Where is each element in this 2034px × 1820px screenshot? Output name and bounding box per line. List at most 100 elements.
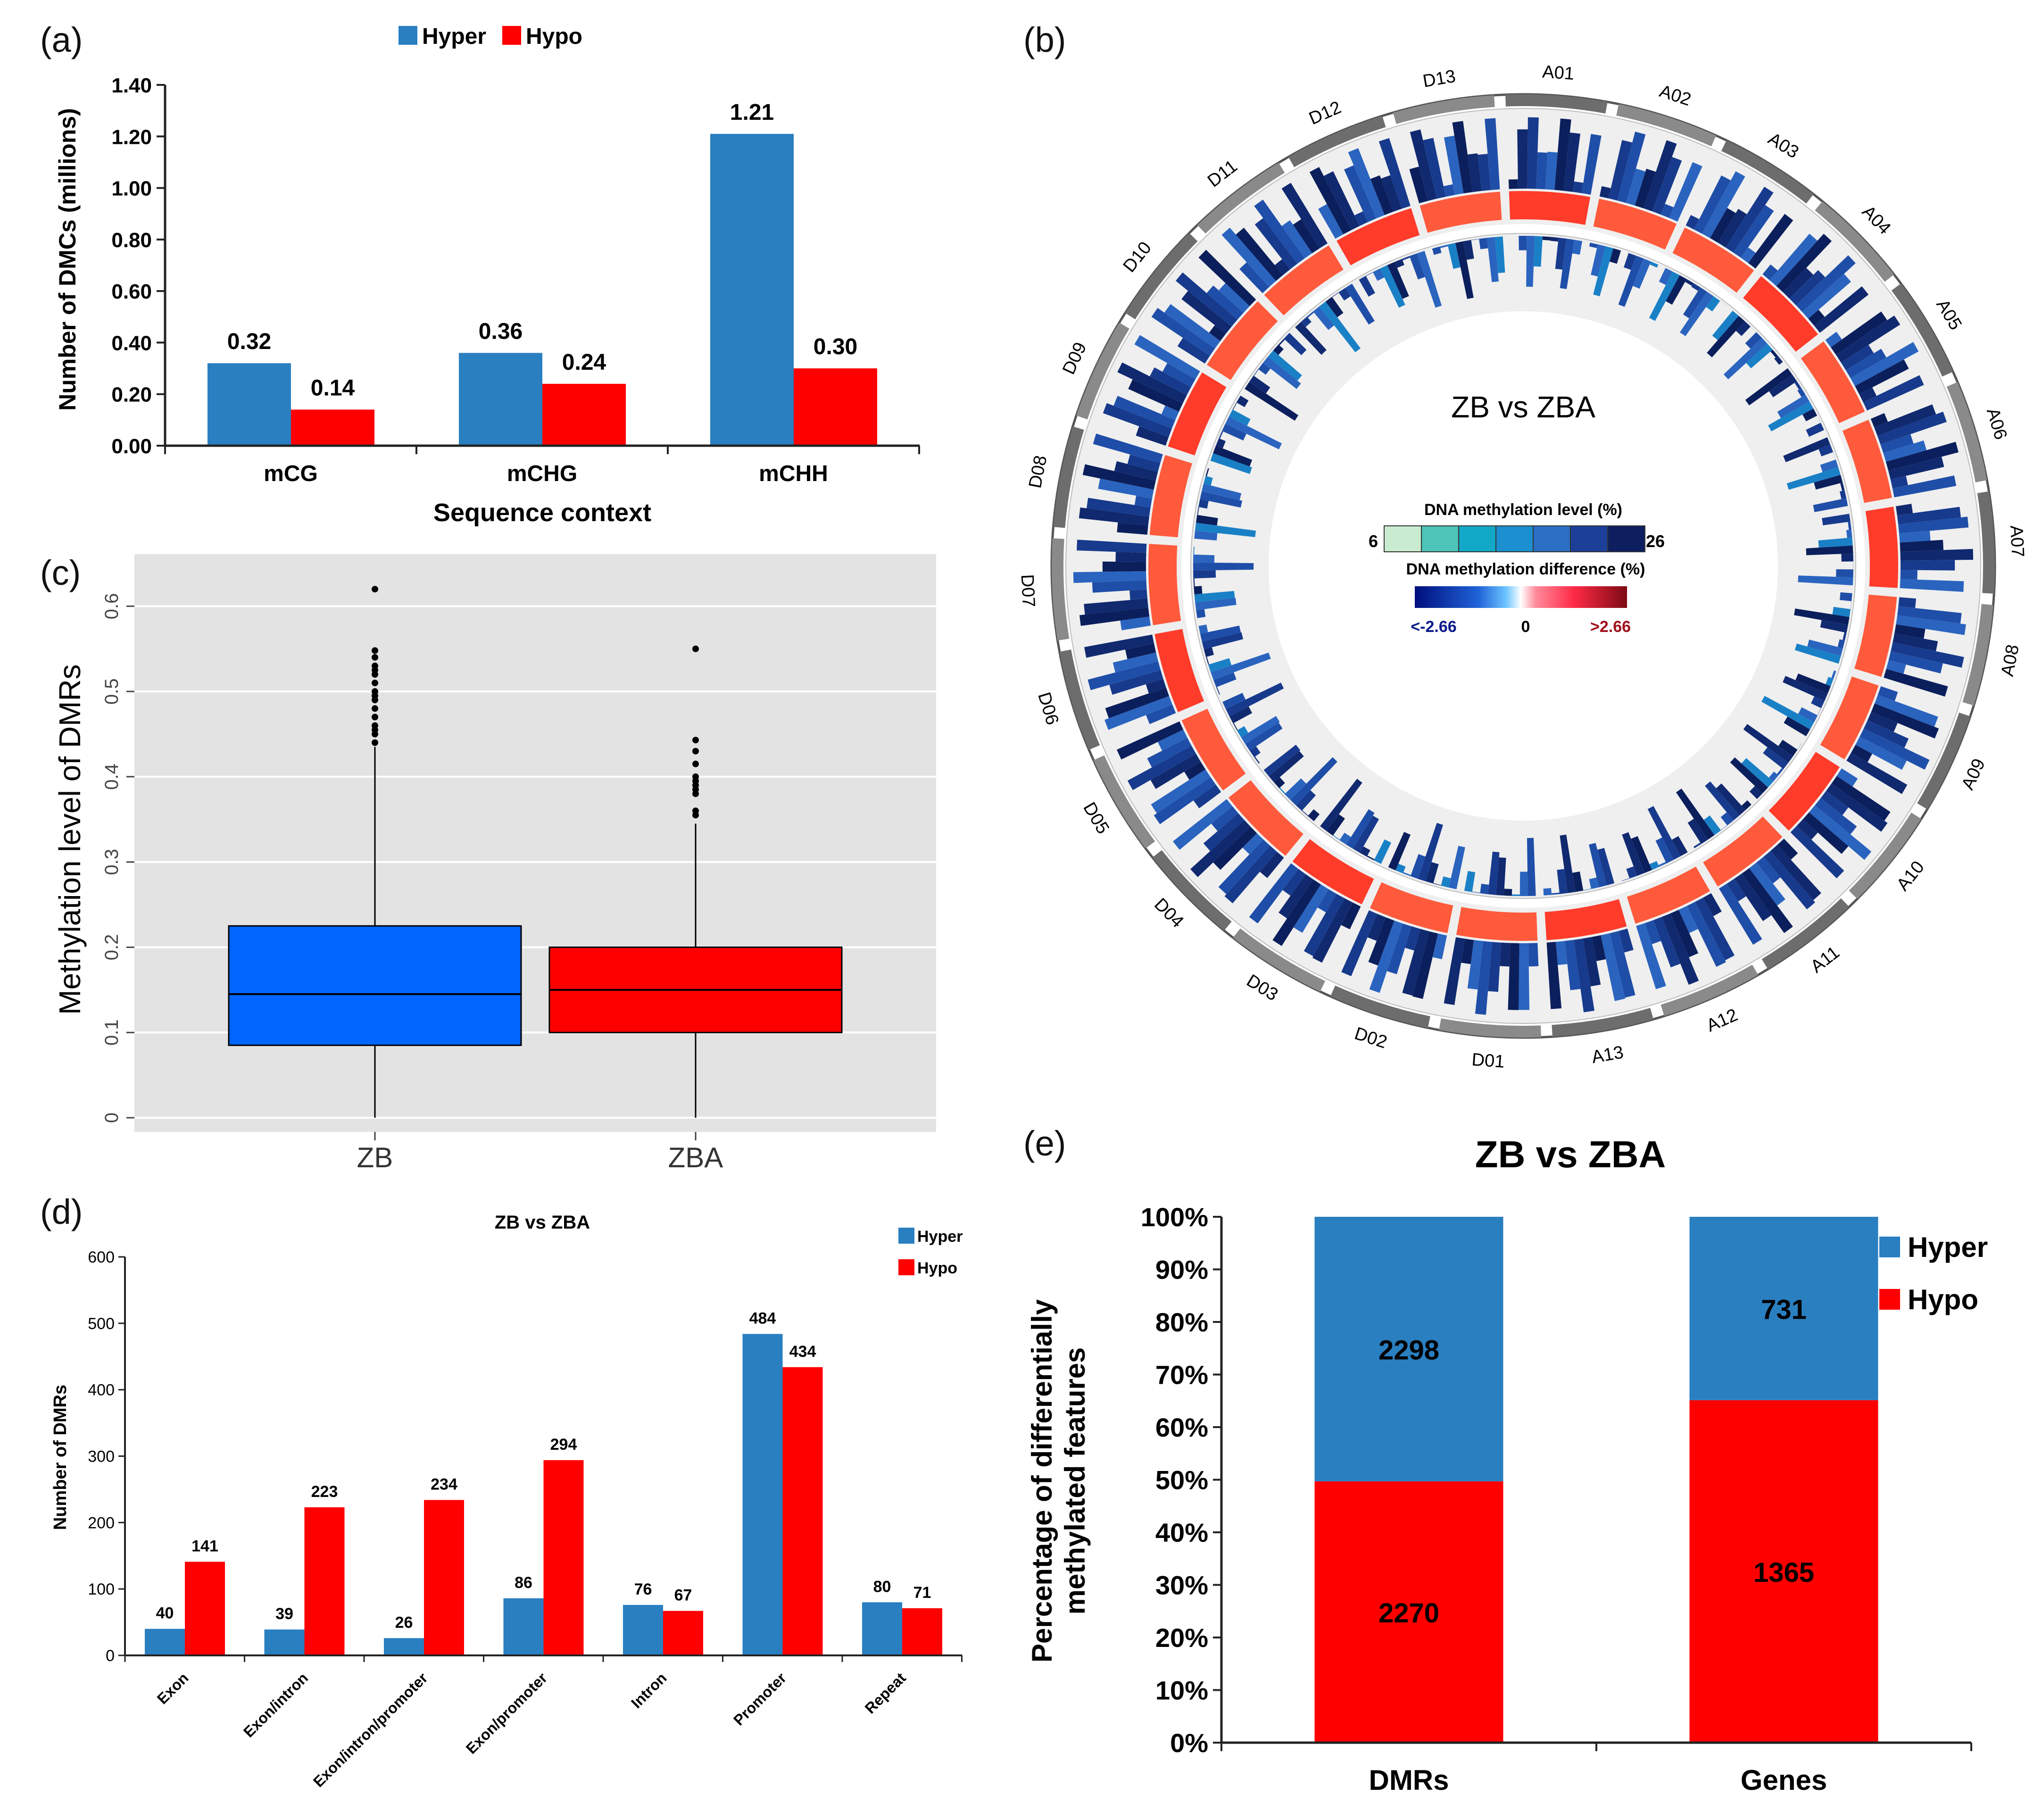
level-bar-D06 (1146, 679, 1166, 694)
legend-diff-title: DNA methylation difference (%) (1406, 560, 1645, 578)
inner-bar-A11 (1705, 781, 1740, 821)
level-bar-D03 (1279, 874, 1313, 919)
inner-bar-A04 (1746, 343, 1773, 369)
inner-bar-A12 (1658, 862, 1667, 867)
level-bar-A10 (1797, 819, 1818, 840)
level-bar-A01 (1508, 179, 1518, 189)
difference-band-A11 (1703, 816, 1783, 887)
level-bar-A05 (1863, 375, 1924, 411)
inner-bar-D01 (1488, 851, 1500, 895)
legend-swatch-hypo (1879, 1289, 1900, 1310)
level-bar-A07 (1895, 504, 1913, 515)
level-bar-D05 (1150, 754, 1201, 789)
inner-bar-D10 (1278, 338, 1285, 346)
level-bar-D07 (1084, 598, 1148, 615)
inner-bar-A08 (1794, 608, 1850, 625)
inner-bar-A10 (1730, 757, 1768, 794)
difference-band-A05 (1801, 341, 1865, 424)
level-scale-swatch (1495, 525, 1534, 552)
inner-bar-A11 (1676, 789, 1715, 840)
level-bar-D08 (1114, 461, 1158, 481)
level-bar-A07 (1900, 570, 1918, 580)
inner-bar-D05 (1241, 716, 1280, 744)
chromosome-label-A07: A07 (2006, 525, 2027, 558)
inner-bar-A07 (1846, 529, 1852, 538)
inner-bar-A12 (1631, 836, 1652, 873)
difference-band-D09 (1168, 372, 1227, 456)
inner-bar-D01 (1519, 872, 1528, 897)
level-bar-A02 (1660, 204, 1674, 218)
inner-bar-D04 (1308, 809, 1320, 822)
level-bar-D01 (1461, 939, 1474, 964)
bar-value-label: 67 (674, 1587, 692, 1604)
level-bar-A05 (1841, 345, 1874, 370)
level-bar-D04 (1203, 813, 1245, 851)
y-tick-label: 100 (88, 1580, 115, 1598)
legend-level-min: 6 (1369, 532, 1378, 551)
inner-bar-A02 (1618, 256, 1644, 307)
bar-value-label: 0.32 (227, 329, 271, 354)
x-tick-label-DMRs: DMRs (1369, 1764, 1449, 1796)
legend-level-max: 26 (1646, 532, 1665, 551)
level-bar-D13 (1423, 138, 1446, 199)
y-tick-label: 40% (1155, 1518, 1208, 1547)
inner-bar-A13 (1543, 888, 1552, 896)
inner-bar-A10 (1797, 743, 1802, 750)
inner-bar-A06 (1818, 444, 1834, 457)
chromosome-label-D07: D07 (1017, 574, 1038, 608)
inner-bar-A06 (1833, 452, 1836, 460)
chromosome-band-D03 (1233, 928, 1326, 992)
inner-bar-A13 (1583, 889, 1591, 891)
level-bar-D01 (1467, 940, 1483, 990)
y-tick-label: 0.5 (101, 678, 122, 705)
inner-bar-A08 (1794, 643, 1841, 664)
level-scale-swatch (1458, 525, 1496, 552)
y-tick-label: 0.20 (111, 383, 152, 407)
chromosome-label-D11: D11 (1204, 156, 1241, 191)
inner-bar-A01 (1519, 236, 1527, 250)
inner-bar-A02 (1589, 242, 1598, 249)
chromosome-label-A10: A10 (1893, 857, 1928, 895)
chromosome-label-D06: D06 (1034, 690, 1062, 727)
level-bar-A08 (1898, 597, 1916, 608)
inner-bar-A08 (1839, 592, 1852, 601)
outlier-point (372, 714, 378, 721)
outlier-point (692, 645, 699, 652)
inner-bar-A01 (1550, 237, 1559, 242)
chromosome-band-A02 (1616, 104, 1716, 147)
inner-bar-D03 (1320, 779, 1362, 831)
level-bar-D06 (1105, 687, 1170, 718)
level-bar-A13 (1546, 942, 1562, 1009)
inner-bar-A02 (1593, 246, 1613, 297)
inner-bar-A10 (1749, 786, 1763, 799)
chromosome-band-A01 (1505, 94, 1608, 114)
outlier-point (372, 680, 378, 687)
outlier-point (372, 586, 378, 593)
inner-bar-D08 (1198, 499, 1209, 509)
bar-value-label: 26 (395, 1613, 413, 1631)
chart-title: ZB vs ZBA (1475, 1133, 1666, 1175)
level-bar-D02 (1369, 920, 1403, 993)
legend-diff-gradient (1415, 586, 1627, 608)
level-bar-D11 (1254, 218, 1297, 270)
level-bar-A09 (1851, 745, 1872, 763)
inner-bar-A06 (1820, 459, 1838, 473)
chromosome-label-A01: A01 (1542, 62, 1575, 84)
inner-bar-A12 (1655, 837, 1674, 864)
x-tick-label-Exon/promoter: Exon/promoter (463, 1669, 550, 1757)
level-bar-D11 (1236, 227, 1283, 281)
x-axis-label: Sequence context (433, 499, 651, 527)
inner-bar-D03 (1326, 814, 1345, 836)
x-tick-label-Exon/intron/promoter: Exon/intron/promoter (310, 1669, 431, 1790)
inner-bar-D09 (1219, 431, 1223, 439)
inner-bar-D11 (1319, 301, 1361, 353)
inner-bar-A04 (1735, 321, 1751, 336)
level-bar-A12 (1644, 920, 1661, 944)
difference-band-A12 (1627, 866, 1710, 924)
inner-bar-D12 (1409, 253, 1425, 280)
level-bar-D11 (1221, 227, 1276, 287)
level-bar-D04 (1260, 852, 1284, 878)
level-bar-D07 (1102, 561, 1146, 572)
y-axis-label-line1: Percentage of differentially (1026, 1299, 1058, 1662)
level-bar-A10 (1790, 825, 1844, 879)
